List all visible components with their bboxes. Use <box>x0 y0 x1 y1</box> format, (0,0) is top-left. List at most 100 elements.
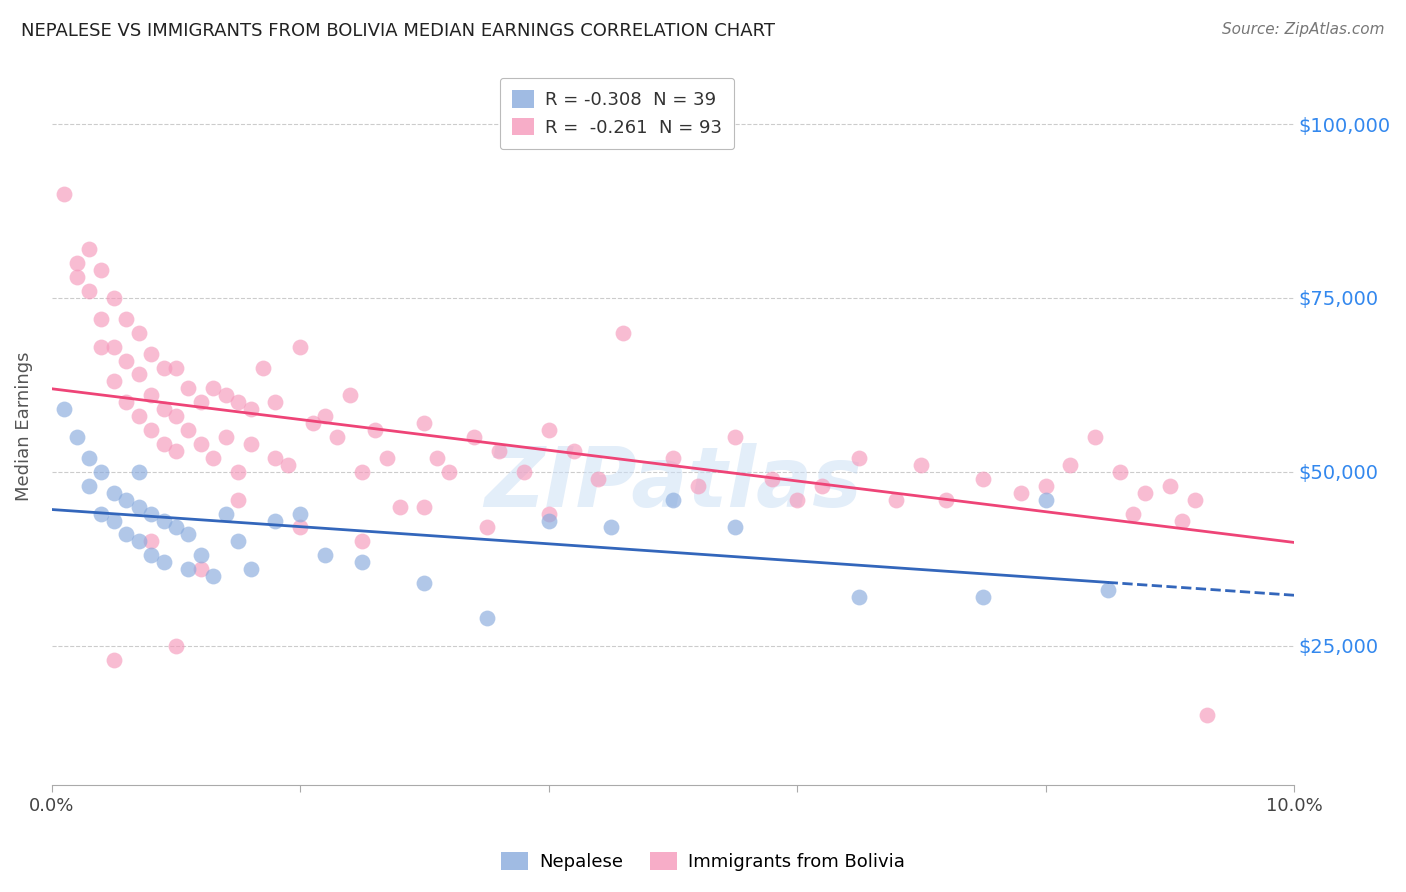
Point <box>128 465 150 479</box>
Point <box>662 492 685 507</box>
Point <box>139 388 162 402</box>
Point <box>239 437 262 451</box>
Point <box>1035 479 1057 493</box>
Point <box>1010 485 1032 500</box>
Point <box>152 437 174 451</box>
Point <box>53 402 76 417</box>
Point <box>463 430 485 444</box>
Point <box>537 507 560 521</box>
Point <box>1171 514 1194 528</box>
Point <box>364 423 387 437</box>
Point <box>475 611 498 625</box>
Point <box>190 437 212 451</box>
Point <box>1121 507 1143 521</box>
Point <box>90 507 112 521</box>
Point <box>264 395 287 409</box>
Point <box>103 375 125 389</box>
Point <box>115 311 138 326</box>
Point <box>65 256 87 270</box>
Point <box>1159 479 1181 493</box>
Point <box>290 340 312 354</box>
Point <box>662 450 685 465</box>
Point <box>202 569 225 583</box>
Point <box>439 465 461 479</box>
Y-axis label: Median Earnings: Median Earnings <box>15 351 32 501</box>
Point <box>786 492 808 507</box>
Point <box>290 520 312 534</box>
Point <box>115 353 138 368</box>
Point <box>910 458 932 472</box>
Point <box>103 340 125 354</box>
Point <box>115 492 138 507</box>
Point <box>152 555 174 569</box>
Point <box>226 492 249 507</box>
Point <box>264 450 287 465</box>
Point <box>165 409 187 424</box>
Point <box>277 458 299 472</box>
Point <box>128 500 150 514</box>
Point <box>103 291 125 305</box>
Point <box>202 381 225 395</box>
Point <box>165 444 187 458</box>
Point <box>128 409 150 424</box>
Point <box>537 514 560 528</box>
Point <box>352 555 374 569</box>
Point <box>226 534 249 549</box>
Point <box>1197 708 1219 723</box>
Point <box>413 416 436 430</box>
Point <box>177 562 200 576</box>
Point <box>226 465 249 479</box>
Point <box>599 520 621 534</box>
Text: NEPALESE VS IMMIGRANTS FROM BOLIVIA MEDIAN EARNINGS CORRELATION CHART: NEPALESE VS IMMIGRANTS FROM BOLIVIA MEDI… <box>21 22 775 40</box>
Point <box>1059 458 1081 472</box>
Point <box>1133 485 1156 500</box>
Point <box>152 402 174 417</box>
Point <box>252 360 274 375</box>
Point <box>103 485 125 500</box>
Point <box>848 450 870 465</box>
Point <box>190 395 212 409</box>
Point <box>90 340 112 354</box>
Point <box>177 527 200 541</box>
Point <box>352 465 374 479</box>
Point <box>215 388 238 402</box>
Point <box>215 507 238 521</box>
Point <box>165 520 187 534</box>
Text: ZIPatlas: ZIPatlas <box>484 443 862 524</box>
Point <box>935 492 957 507</box>
Point <box>352 534 374 549</box>
Point <box>128 368 150 382</box>
Point <box>239 402 262 417</box>
Point <box>115 527 138 541</box>
Point <box>177 381 200 395</box>
Point <box>375 450 398 465</box>
Point <box>139 346 162 360</box>
Point <box>513 465 536 479</box>
Point <box>537 423 560 437</box>
Point <box>848 590 870 604</box>
Point <box>152 360 174 375</box>
Point <box>226 395 249 409</box>
Point <box>326 430 349 444</box>
Point <box>65 270 87 285</box>
Point <box>724 430 747 444</box>
Point <box>1184 492 1206 507</box>
Point <box>77 284 100 298</box>
Point <box>77 479 100 493</box>
Point <box>562 444 585 458</box>
Point <box>139 507 162 521</box>
Point <box>53 186 76 201</box>
Point <box>139 534 162 549</box>
Point <box>115 395 138 409</box>
Point <box>177 423 200 437</box>
Point <box>972 590 994 604</box>
Point <box>90 311 112 326</box>
Point <box>128 534 150 549</box>
Point <box>65 430 87 444</box>
Legend: Nepalese, Immigrants from Bolivia: Nepalese, Immigrants from Bolivia <box>494 846 912 879</box>
Point <box>290 507 312 521</box>
Point <box>314 409 336 424</box>
Point <box>1084 430 1107 444</box>
Point <box>426 450 449 465</box>
Point <box>190 562 212 576</box>
